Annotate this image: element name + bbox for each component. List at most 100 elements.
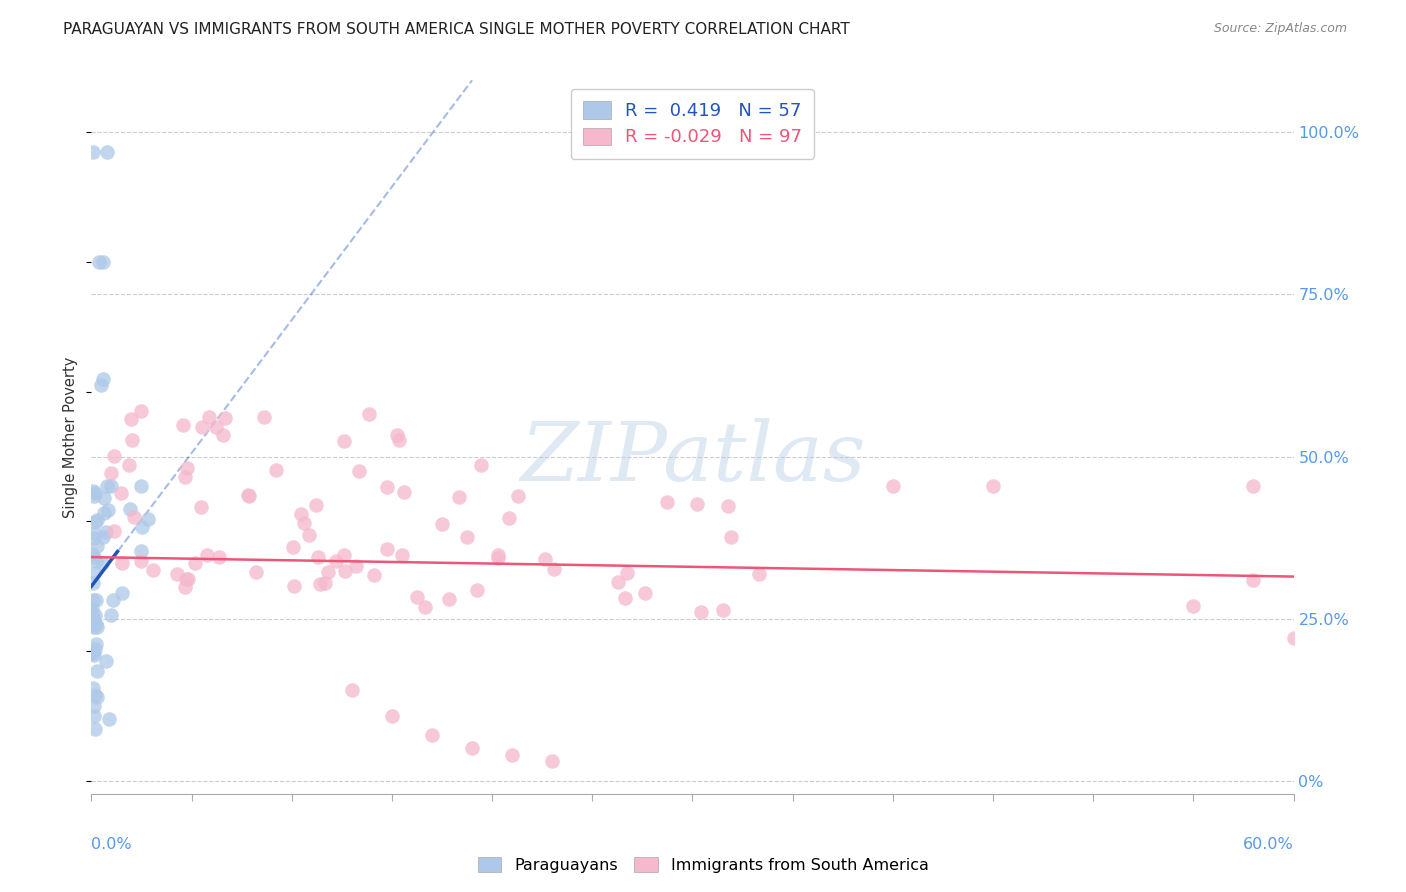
Point — [82, 484, 104, 499]
Point — [103, 449, 125, 463]
Point — [347, 464, 370, 478]
Point — [363, 568, 385, 582]
Point — [190, 500, 212, 514]
Point — [101, 593, 124, 607]
Point — [720, 530, 742, 544]
Point — [264, 463, 287, 477]
Point — [83, 607, 105, 622]
Point — [94, 654, 117, 668]
Point — [83, 531, 105, 545]
Point — [96, 479, 118, 493]
Point — [406, 590, 429, 604]
Point — [413, 600, 436, 615]
Point — [534, 551, 557, 566]
Point — [94, 524, 117, 539]
Point — [245, 566, 267, 580]
Point — [543, 562, 565, 576]
Point — [166, 566, 188, 581]
Point — [981, 479, 1004, 493]
Point — [84, 554, 107, 568]
Point — [174, 580, 197, 594]
Point — [882, 479, 904, 493]
Point — [439, 591, 461, 606]
Point — [93, 506, 115, 520]
Point — [686, 497, 709, 511]
Point — [82, 602, 104, 616]
Point — [486, 551, 509, 566]
Point — [385, 428, 408, 442]
Point — [84, 637, 107, 651]
Point — [80, 646, 103, 660]
Point — [120, 412, 142, 426]
Point — [332, 549, 354, 563]
Point — [172, 418, 194, 433]
Point — [83, 566, 105, 580]
Point — [96, 145, 118, 159]
Point — [111, 557, 134, 571]
Point — [381, 709, 404, 723]
Point — [344, 559, 367, 574]
Point — [283, 578, 305, 592]
Point — [120, 501, 142, 516]
Point — [607, 574, 630, 589]
Point — [98, 712, 121, 726]
Point — [392, 485, 415, 500]
Point — [93, 491, 115, 505]
Point — [83, 550, 105, 565]
Point — [83, 699, 105, 714]
Point — [82, 592, 104, 607]
Point — [110, 486, 132, 500]
Point — [100, 608, 122, 623]
Point — [498, 511, 520, 525]
Point — [93, 255, 115, 269]
Point — [290, 507, 312, 521]
Point — [86, 690, 108, 704]
Legend: R =  0.419   N = 57, R = -0.029   N = 97: R = 0.419 N = 57, R = -0.029 N = 97 — [571, 89, 814, 159]
Point — [748, 566, 770, 581]
Point — [318, 565, 340, 579]
Point — [131, 479, 153, 493]
Point — [136, 512, 159, 526]
Point — [198, 410, 221, 425]
Point — [391, 548, 413, 562]
Point — [84, 486, 107, 500]
Point — [80, 606, 103, 620]
Point — [118, 458, 141, 473]
Point — [281, 540, 304, 554]
Point — [86, 620, 108, 634]
Point — [177, 572, 200, 586]
Point — [82, 646, 104, 660]
Point — [253, 410, 276, 425]
Point — [86, 664, 108, 678]
Text: ZIPatlas: ZIPatlas — [520, 418, 865, 499]
Point — [340, 683, 363, 698]
Point — [100, 467, 122, 481]
Point — [90, 378, 112, 392]
Point — [208, 549, 231, 564]
Point — [309, 577, 332, 591]
Point — [212, 427, 235, 442]
Point — [83, 611, 105, 625]
Point — [86, 539, 108, 553]
Point — [655, 495, 678, 509]
Point — [298, 528, 321, 542]
Point — [333, 434, 356, 449]
Point — [83, 525, 105, 540]
Point — [333, 564, 356, 578]
Point — [83, 620, 105, 634]
Point — [83, 688, 105, 702]
Point — [183, 556, 205, 570]
Point — [82, 681, 104, 696]
Point — [82, 576, 104, 591]
Point — [89, 255, 111, 269]
Point — [122, 510, 145, 524]
Point — [388, 434, 411, 448]
Point — [432, 517, 454, 532]
Text: 0.0%: 0.0% — [91, 837, 132, 852]
Point — [461, 741, 484, 756]
Y-axis label: Single Mother Poverty: Single Mother Poverty — [63, 357, 79, 517]
Point — [80, 547, 103, 561]
Point — [84, 515, 107, 529]
Point — [80, 618, 103, 632]
Point — [111, 586, 134, 600]
